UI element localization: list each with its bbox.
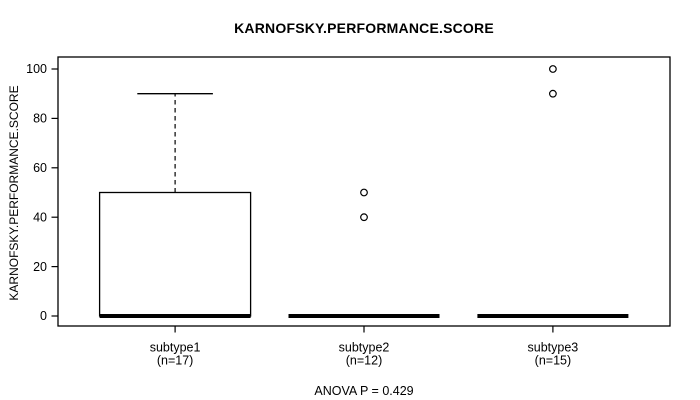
group-label: subtype3 — [528, 341, 579, 355]
group-label: subtype1 — [150, 341, 201, 355]
box — [98, 191, 252, 317]
group-label: subtype2 — [339, 341, 390, 355]
y-tick-label: 100 — [26, 62, 47, 76]
y-tick-label: 0 — [40, 309, 47, 323]
group-sublabel: (n=17) — [157, 354, 193, 368]
y-tick-label: 80 — [33, 112, 47, 126]
y-tick-label: 40 — [33, 210, 47, 224]
chart-title: KARNOFSKY.PERFORMANCE.SCORE — [234, 20, 494, 36]
outlier-point — [549, 89, 557, 98]
outlier-point — [360, 188, 368, 197]
y-tick-label: 20 — [33, 260, 47, 274]
outlier-point — [549, 65, 557, 73]
y-tick-label: 60 — [33, 161, 47, 175]
anova-note: ANOVA P = 0.429 — [314, 384, 414, 398]
group-sublabel: (n=15) — [535, 354, 571, 368]
outlier-point — [360, 213, 368, 222]
group-sublabel: (n=12) — [346, 354, 382, 368]
